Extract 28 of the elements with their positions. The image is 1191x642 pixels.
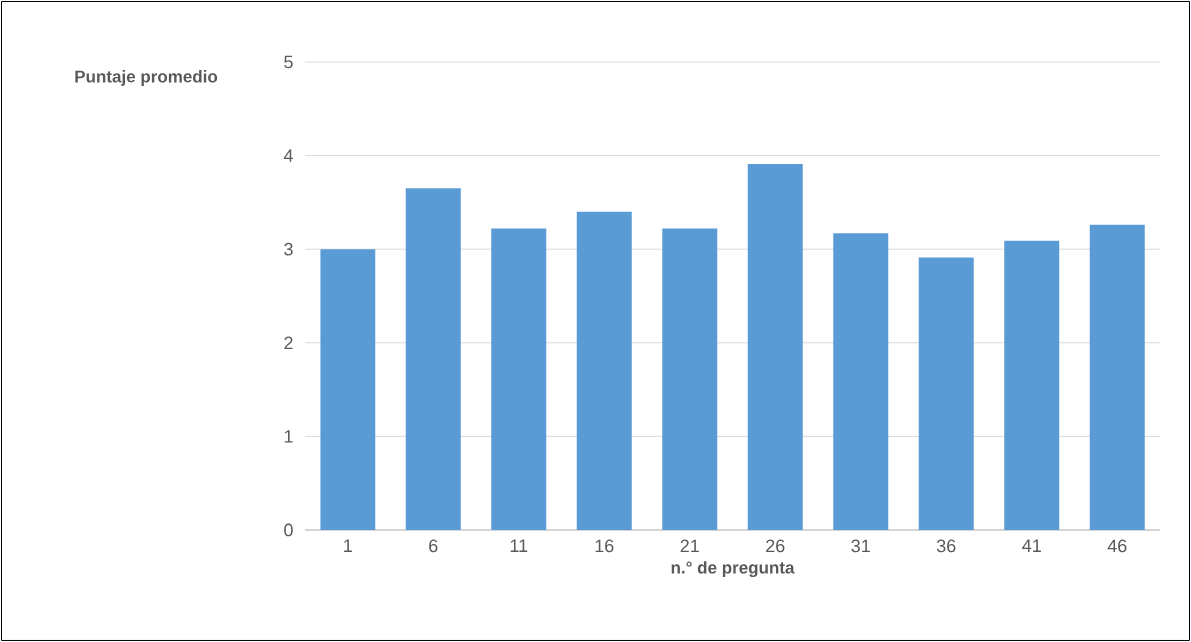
bar — [576, 211, 632, 530]
x-tick-label: 36 — [936, 539, 956, 553]
x-tick-label: 1 — [344, 539, 352, 552]
y-tick-label: 1 — [284, 430, 293, 443]
bar — [491, 228, 547, 530]
y-axis-title: Puntaje promedio — [75, 70, 218, 86]
x-tick-label: 21 — [680, 539, 699, 553]
x-tick-label: 26 — [766, 539, 785, 553]
x-tick-label: 6 — [429, 539, 438, 553]
bar — [747, 164, 803, 530]
y-tick-label: 2 — [284, 336, 293, 350]
x-tick-label: 16 — [595, 539, 614, 553]
x-tick-label: 11 — [510, 539, 528, 552]
x-tick-label: 46 — [1107, 539, 1127, 553]
bar — [405, 188, 461, 530]
x-tick-label: 41 — [1022, 539, 1041, 552]
x-tick-label: 31 — [851, 539, 870, 553]
bar — [918, 257, 974, 530]
y-tick-label: 4 — [283, 149, 293, 162]
bar — [1004, 240, 1060, 530]
bar — [833, 233, 889, 530]
bar — [1089, 224, 1145, 530]
y-tick-label: 5 — [284, 55, 293, 69]
x-axis-title: n.° de pregunta — [671, 561, 795, 578]
y-tick-label: 0 — [284, 523, 293, 537]
y-tick-label: 3 — [284, 242, 293, 256]
bar — [662, 228, 718, 530]
bar — [320, 249, 376, 530]
